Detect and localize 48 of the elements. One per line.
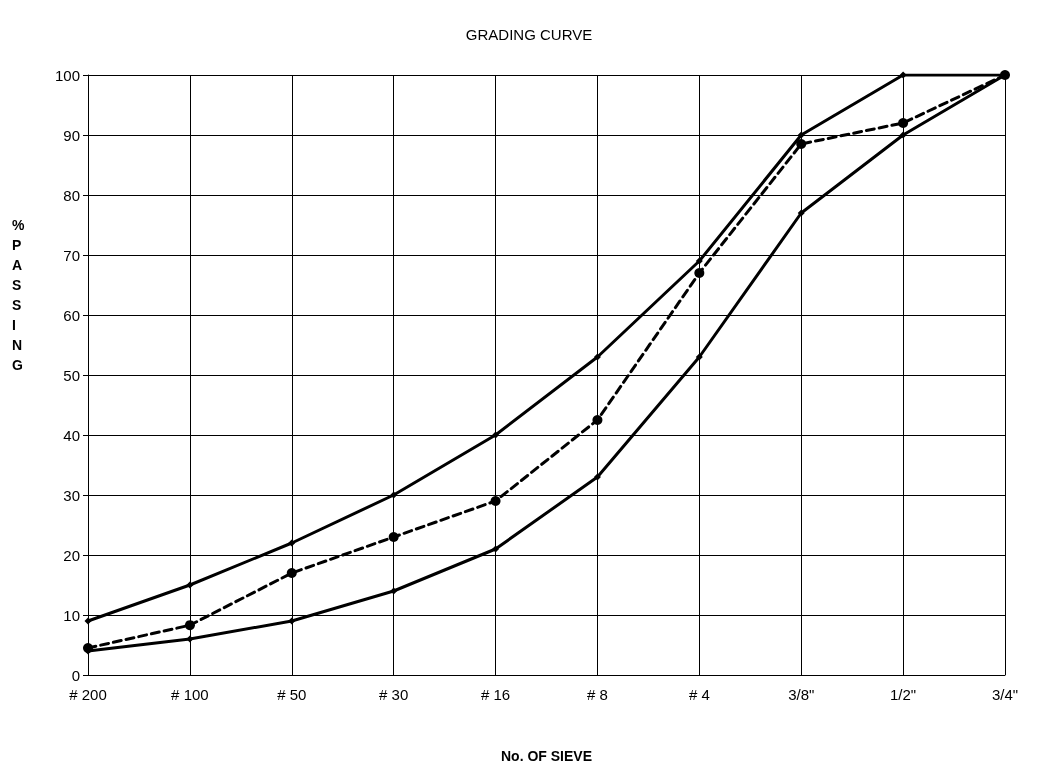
point [694,268,705,278]
x-tick-label: # 16 [480,686,511,703]
point [186,635,194,643]
y-tick-label: 20 [63,546,80,564]
y-tick-label: 80 [63,186,80,204]
point [797,131,805,139]
point [186,581,194,589]
point [796,139,807,149]
y-tick-label: 50 [63,366,80,384]
point [288,539,296,547]
x-tick-label: # 30 [379,686,409,703]
point [286,568,297,578]
y-tick-label: 60 [63,306,80,324]
point [695,257,703,265]
point [492,545,500,553]
x-tick-label: # 100 [171,686,209,703]
y-tick-label: 70 [63,246,80,264]
x-tick-label: # 200 [69,686,107,703]
y-tick-label: 30 [63,486,80,504]
point [899,71,907,79]
x-tick-label: # 4 [688,686,710,703]
point [797,209,805,217]
y-tick-label: 10 [63,606,80,624]
x-tick-label: # 50 [277,686,307,703]
x-tick-label: # 8 [587,686,608,703]
x-tick-label: 1/2" [890,686,917,703]
point [390,587,398,595]
point [388,532,399,542]
point [390,491,398,499]
y-tick-label: 90 [63,126,80,144]
point [695,353,703,361]
point [490,496,501,506]
x-tick-label: 3/4" [991,686,1019,703]
x-tick-label: 3/8" [788,686,815,703]
chart-title: GRADING CURVE [465,26,593,43]
point [288,617,296,625]
point [593,473,601,481]
y-tick-label: 100 [54,66,80,84]
point [184,620,195,631]
point [899,131,907,139]
point [898,118,909,128]
point [592,415,603,425]
x-axis-title: No. OF SIEVE [500,748,593,764]
y-axis-title: % PASSING [12,217,25,373]
point [492,431,500,439]
point [593,353,601,361]
y-tick-label: 0 [71,666,80,684]
y-tick-label: 40 [63,426,80,444]
